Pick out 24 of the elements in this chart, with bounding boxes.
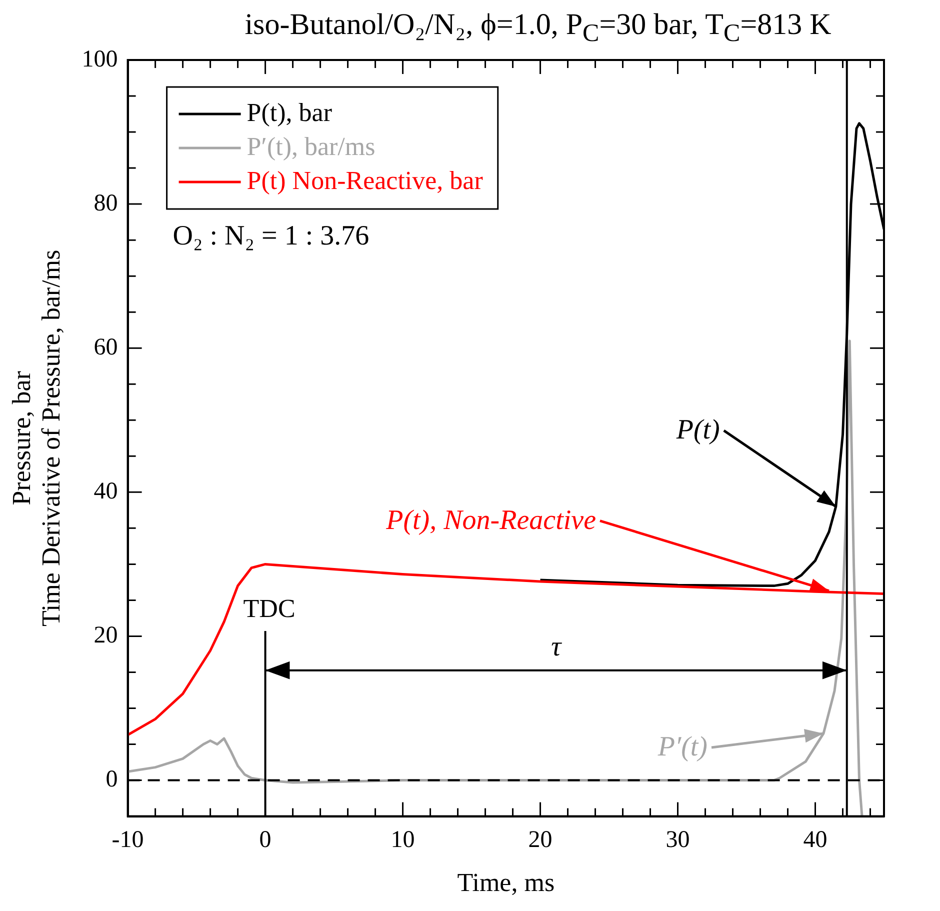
x-tick-label: 40 [803, 826, 828, 853]
x-tick-label: 0 [259, 826, 272, 853]
y-tick-label: 40 [94, 478, 118, 504]
x-tick-label: 20 [528, 826, 552, 853]
legend-label: P′(t), bar/ms [246, 132, 376, 161]
annotation: τ [551, 632, 562, 663]
x-tick-label: -10 [112, 826, 144, 853]
chart-title: iso-Butanol/O₂/N₂, ϕ=1.0, P$_{C}$=30 bar, T$_{C}$=813 K [244, 8, 832, 48]
annotation: P(t) [675, 414, 720, 446]
y-tick-label: 20 [94, 622, 118, 649]
annotation: P′(t) [656, 731, 708, 762]
y-tick-label: 80 [94, 190, 118, 216]
annotation: P(t), Non-Reactive [385, 504, 596, 536]
y-tick-label: 100 [82, 46, 118, 72]
y-axis-title: Pressure, bar Time Derivative of Pressure, bar/ms [6, 250, 66, 626]
y-tick-label: 60 [94, 334, 118, 360]
legend-label: P(t), bar [246, 98, 332, 127]
y-tick-label: 0 [106, 766, 118, 793]
ref-line-label: TDC [243, 594, 296, 623]
x-axis-title: Time, ms [457, 868, 555, 897]
legend-label: P(t) Non-Reactive, bar [246, 166, 484, 195]
x-tick-label: 30 [666, 826, 690, 853]
x-tick-label: 10 [390, 826, 415, 853]
annotation: O₂ : N₂ = 1 : 3.76 [172, 220, 370, 252]
